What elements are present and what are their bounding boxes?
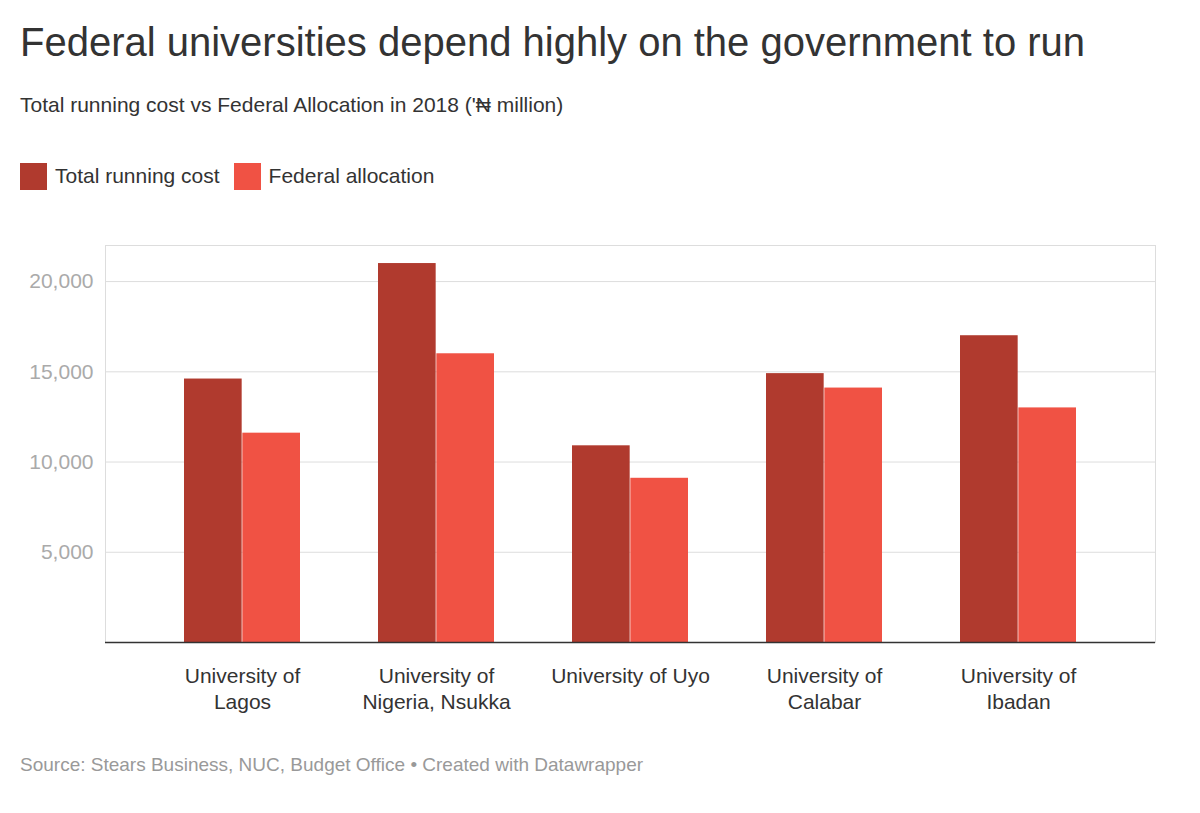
html-text:Federal universities depend hi: Federal universities depend highly on th… xyxy=(20,20,1086,64)
svg-text:University ofNigeria, Nsukka: University ofNigeria, Nsukka xyxy=(362,664,511,713)
html-text:Total running cost vs Federal: Total running cost vs Federal Allocation… xyxy=(20,93,564,116)
svg-text:University ofCalabar: University ofCalabar xyxy=(767,664,883,713)
svg-text:University ofLagos: University ofLagos xyxy=(185,664,301,713)
html-text:Source: Stears Business, NUC,: Source: Stears Business, NUC, Budget Off… xyxy=(20,754,643,775)
svg-text:10,000: 10,000 xyxy=(29,450,93,473)
svg-text:20,000: 20,000 xyxy=(29,269,93,292)
svg-text:University ofIbadan: University ofIbadan xyxy=(961,664,1077,713)
svg-text:5,000: 5,000 xyxy=(41,540,94,563)
html-text:Federal allocation: Federal allocation xyxy=(268,164,435,187)
svg-text:University of Uyo: University of Uyo xyxy=(551,664,710,687)
html-text:Total running cost: Total running cost xyxy=(55,164,220,187)
svg-text:15,000: 15,000 xyxy=(29,360,93,383)
